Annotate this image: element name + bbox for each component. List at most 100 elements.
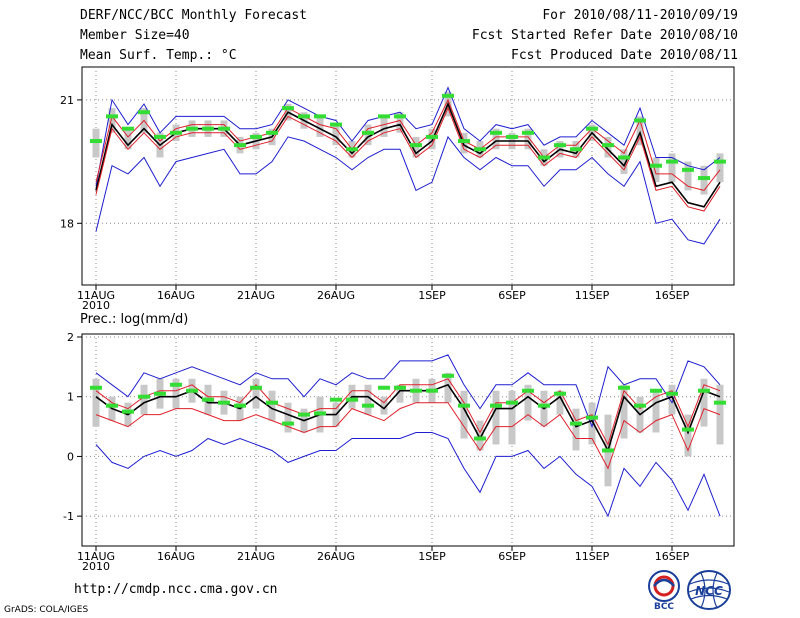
plot-frame (81, 333, 735, 547)
observed-marker (570, 421, 582, 426)
observed-marker (602, 143, 614, 148)
observed-marker (346, 147, 358, 152)
observed-marker (586, 415, 598, 420)
x-tick-label: 11AUG (77, 550, 115, 563)
spread-box (684, 161, 692, 191)
x-tick-label: 21AUG (237, 289, 275, 302)
y-tick-label: 2 (67, 331, 74, 344)
observed-marker (250, 385, 262, 390)
observed-marker (218, 400, 230, 405)
x-tick-label: 16AUG (157, 289, 195, 302)
observed-marker (570, 147, 582, 152)
observed-marker (554, 391, 566, 396)
spread-box (476, 420, 484, 451)
spread-box (396, 384, 404, 403)
spread-box (668, 153, 676, 183)
x-tick-label: 26AUG (317, 550, 355, 563)
observed-marker (474, 436, 486, 441)
spread-box (444, 372, 452, 403)
forecast-title: DERF/NCC/BCC Monthly Forecast (80, 8, 307, 23)
series-spread-lower (95, 106, 721, 212)
website-url[interactable]: http://cmdp.ncc.cma.gov.cn (74, 582, 278, 597)
observed-marker (138, 110, 150, 115)
observed-marker (426, 134, 438, 139)
observed-marker (202, 126, 214, 131)
spread-box (524, 384, 532, 421)
observed-marker (634, 118, 646, 123)
x-tick-label: 16AUG (157, 550, 195, 563)
forecast-period: For 2010/08/11-2010/09/19 (542, 8, 738, 23)
observed-marker (698, 176, 710, 181)
observed-marker (650, 163, 662, 168)
member-size: Member Size=40 (80, 28, 190, 43)
spread-box (252, 378, 260, 409)
year-label: 2010 (82, 560, 110, 573)
observed-marker (394, 385, 406, 390)
ncc-logo: NCC (687, 570, 731, 610)
observed-marker (490, 130, 502, 135)
spread-box (492, 390, 500, 445)
spread-box (396, 112, 404, 133)
observed-marker (506, 134, 518, 139)
spread-box (700, 165, 708, 195)
observed-marker (266, 130, 278, 135)
spread-box (364, 124, 372, 146)
observed-marker (170, 382, 182, 387)
temperature-panel: 11AUG 16AUG 21AUG 26AUG 1SEP 6SEP 11SEP 16SEP 20… (60, 66, 735, 312)
x-tick-label: 26AUG (317, 289, 355, 302)
spread-box (364, 384, 372, 415)
spread-box (124, 128, 132, 150)
observed-marker (106, 403, 118, 408)
observed-marker (362, 130, 374, 135)
observed-marker (106, 114, 118, 119)
spread-box (316, 116, 324, 137)
observed-marker (394, 114, 406, 119)
observed-marker (378, 385, 390, 390)
observed-marker (250, 134, 262, 139)
series-ensemble-min (95, 432, 721, 518)
spread-box (508, 390, 516, 445)
observed-marker (506, 400, 518, 405)
observed-marker (138, 394, 150, 399)
observed-marker (330, 122, 342, 127)
x-tick-label: 11AUG (77, 289, 115, 302)
spread-box (716, 384, 724, 445)
x-tick-label: 16SEP (655, 550, 690, 563)
observed-marker (266, 400, 278, 405)
observed-marker (218, 126, 230, 131)
series-ensemble-mean (95, 101, 721, 208)
observed-marker (666, 391, 678, 396)
spread-box (620, 384, 628, 439)
spread-box (684, 414, 692, 457)
observed-marker (714, 159, 726, 164)
y-tick-label: -1 (63, 510, 74, 523)
y-tick-label: 18 (60, 217, 74, 230)
observed-marker (714, 400, 726, 405)
spread-box (108, 108, 116, 133)
y-tick-label: 0 (67, 450, 74, 463)
spread-box (428, 128, 436, 150)
x-tick-label: 6SEP (498, 289, 526, 302)
x-tick-label: 16SEP (655, 289, 690, 302)
x-tick-label: 6SEP (498, 550, 526, 563)
observed-marker (618, 155, 630, 160)
spread-box (284, 402, 292, 433)
grads-credit: GrADS: COLA/IGES (4, 605, 89, 615)
observed-marker (298, 114, 310, 119)
observed-marker (282, 421, 294, 426)
observed-marker (410, 388, 422, 393)
observed-marker (410, 143, 422, 148)
precipitation-panel: 11AUG 16AUG 21AUG 26AUG 1SEP 6SEP 11SEP 16SEP20… (63, 331, 735, 573)
spread-box (492, 128, 500, 150)
observed-marker (314, 411, 326, 416)
spread-box (380, 396, 388, 415)
fcst-produced-date: Fcst Produced Date 2010/08/11 (511, 48, 738, 63)
plot-frame (81, 66, 735, 286)
observed-marker (442, 373, 454, 378)
observed-marker (154, 134, 166, 139)
spread-box (556, 390, 564, 415)
spread-box (652, 390, 660, 433)
series-ensemble-mean (95, 383, 721, 453)
x-tick-label: 1SEP (418, 550, 446, 563)
